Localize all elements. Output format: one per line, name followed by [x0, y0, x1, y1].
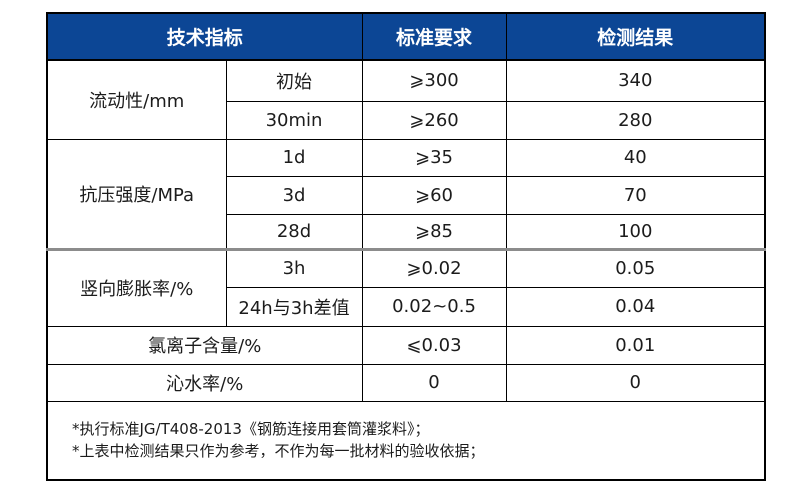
table-row: 沁水率/% 0 0	[46, 363, 766, 402]
cell-fluidity-initial-result: 340	[505, 59, 766, 102]
table-row: 流动性/mm 初始 ⩾300 340	[46, 59, 766, 140]
table-row: 30min ⩾260 280	[47, 100, 766, 140]
note-standard-reference: *执行标准JG/T408-2013《钢筋连接用套筒灌浆料》；	[72, 420, 430, 439]
header-test-result: 检测结果	[505, 12, 766, 61]
cell-strength-3d-standard: ⩾60	[361, 175, 507, 215]
cell-expansion-24h-3h-result: 0.04	[505, 286, 766, 327]
cell-strength-28d-standard: ⩾85	[361, 213, 507, 251]
cell-fluidity-30min-item: 30min	[225, 100, 363, 140]
table-row: 24h与3h差值 0.02~0.5 0.04	[47, 286, 766, 327]
cell-fluidity-label: 流动性/mm	[46, 59, 227, 140]
table-notes-row: *执行标准JG/T408-2013《钢筋连接用套筒灌浆料》； *上表中检测结果只…	[46, 400, 766, 481]
cell-compressive-strength-label: 抗压强度/MPa	[46, 138, 227, 251]
header-standard-requirement: 标准要求	[361, 12, 507, 61]
table-row: 竖向膨胀率/% 3h ⩾0.02 0.05	[46, 248, 766, 327]
table-header-row: 技术指标 标准要求 检测结果	[46, 12, 766, 61]
cell-expansion-24h-3h-item: 24h与3h差值	[225, 286, 363, 327]
cell-expansion-3h-standard: ⩾0.02	[361, 248, 507, 288]
cell-strength-3d-item: 3d	[225, 175, 363, 215]
cell-strength-28d-result: 100	[505, 213, 766, 251]
cell-strength-1d-standard: ⩾35	[361, 138, 507, 177]
cell-fluidity-30min-standard: ⩾260	[361, 100, 507, 140]
table-row: 28d ⩾85 100	[47, 213, 766, 251]
table-row: 氯离子含量/% ⩽0.03 0.01	[46, 325, 766, 365]
technical-spec-table: 技术指标 标准要求 检测结果 流动性/mm 初始 ⩾300 340 30min …	[46, 12, 767, 481]
table-row: 抗压强度/MPa 1d ⩾35 40	[46, 138, 766, 251]
cell-chloride-result: 0.01	[505, 325, 766, 365]
cell-expansion-3h-item: 3h	[225, 248, 363, 288]
cell-bleeding-standard: 0	[361, 363, 507, 402]
header-technical-indicator: 技术指标	[46, 12, 363, 61]
table-row: 3d ⩾60 70	[47, 175, 766, 215]
note-disclaimer: *上表中检测结果只作为参考，不作为每一批材料的验收依据；	[72, 442, 485, 461]
cell-chloride-content-label: 氯离子含量/%	[46, 325, 363, 365]
cell-strength-1d-item: 1d	[225, 138, 363, 177]
notes-cell: *执行标准JG/T408-2013《钢筋连接用套筒灌浆料》； *上表中检测结果只…	[46, 400, 766, 481]
cell-expansion-3h-result: 0.05	[505, 248, 766, 288]
cell-strength-28d-item: 28d	[225, 213, 363, 251]
cell-vertical-expansion-label: 竖向膨胀率/%	[46, 248, 227, 327]
cell-expansion-24h-3h-standard: 0.02~0.5	[361, 286, 507, 327]
cell-fluidity-initial-item: 初始	[225, 59, 363, 102]
cell-fluidity-initial-standard: ⩾300	[361, 59, 507, 102]
cell-bleeding-result: 0	[505, 363, 766, 402]
cell-strength-3d-result: 70	[505, 175, 766, 215]
cell-fluidity-30min-result: 280	[505, 100, 766, 140]
cell-strength-1d-result: 40	[505, 138, 766, 177]
cell-bleeding-rate-label: 沁水率/%	[46, 363, 363, 402]
cell-chloride-standard: ⩽0.03	[361, 325, 507, 365]
